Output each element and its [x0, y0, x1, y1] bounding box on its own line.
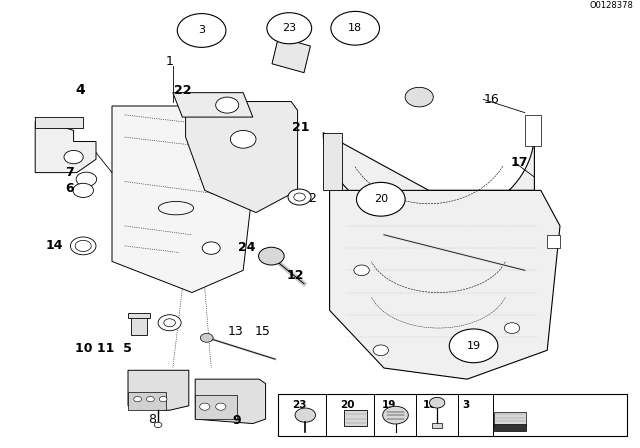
Text: 8: 8: [148, 413, 156, 426]
Circle shape: [267, 13, 312, 44]
Circle shape: [200, 403, 210, 410]
Text: 17: 17: [511, 156, 529, 169]
Text: 18: 18: [348, 23, 362, 33]
Circle shape: [216, 97, 239, 113]
Polygon shape: [112, 106, 256, 293]
Text: 23: 23: [282, 23, 296, 33]
Text: 12: 12: [287, 269, 305, 282]
Bar: [35, 117, 83, 128]
Polygon shape: [525, 115, 541, 146]
Polygon shape: [173, 93, 253, 117]
Text: 20: 20: [340, 401, 355, 410]
Circle shape: [158, 315, 181, 331]
Circle shape: [449, 329, 498, 363]
Text: 7: 7: [65, 166, 74, 179]
Circle shape: [405, 87, 433, 107]
Circle shape: [216, 403, 226, 410]
Circle shape: [295, 408, 316, 422]
Circle shape: [134, 396, 141, 402]
Circle shape: [504, 323, 520, 333]
Polygon shape: [272, 37, 310, 73]
Circle shape: [230, 130, 256, 148]
Circle shape: [64, 151, 83, 164]
Circle shape: [331, 11, 380, 45]
Bar: [131, 315, 147, 335]
Text: 21: 21: [292, 121, 310, 134]
Circle shape: [373, 345, 388, 356]
Circle shape: [154, 422, 162, 427]
Polygon shape: [186, 102, 298, 213]
Circle shape: [429, 397, 445, 408]
Text: 20: 20: [374, 194, 388, 204]
Circle shape: [177, 13, 226, 47]
Bar: [494, 424, 526, 431]
Polygon shape: [323, 133, 534, 221]
Circle shape: [200, 333, 213, 342]
Text: 23: 23: [292, 401, 307, 410]
Bar: [195, 395, 237, 419]
Bar: [128, 313, 150, 318]
Text: 4: 4: [75, 83, 85, 97]
Text: 19: 19: [382, 401, 396, 410]
Text: 10 11  5: 10 11 5: [76, 341, 132, 354]
Text: 9: 9: [232, 414, 241, 427]
Circle shape: [356, 182, 405, 216]
Circle shape: [76, 172, 97, 186]
Text: O0128378: O0128378: [589, 1, 634, 10]
Polygon shape: [35, 121, 96, 172]
Bar: [278, 394, 627, 436]
Text: 16: 16: [484, 93, 499, 106]
Text: 18: 18: [423, 401, 437, 410]
Circle shape: [294, 193, 305, 201]
Text: 13: 13: [228, 325, 243, 338]
Text: 1: 1: [166, 55, 173, 68]
Text: 2: 2: [308, 192, 316, 205]
Bar: [128, 392, 166, 410]
Bar: [494, 412, 526, 426]
Text: 14: 14: [45, 239, 63, 252]
Polygon shape: [323, 133, 342, 190]
Circle shape: [354, 265, 369, 276]
Polygon shape: [330, 190, 560, 379]
Polygon shape: [547, 235, 560, 248]
Text: 15: 15: [255, 325, 270, 338]
Text: 24: 24: [237, 241, 255, 254]
Bar: [344, 410, 367, 426]
Circle shape: [259, 247, 284, 265]
Circle shape: [383, 406, 408, 424]
Circle shape: [288, 189, 311, 205]
Polygon shape: [195, 379, 266, 423]
Text: 3: 3: [462, 401, 470, 410]
Polygon shape: [128, 370, 189, 410]
Text: 3: 3: [198, 26, 205, 35]
Circle shape: [159, 396, 167, 402]
Circle shape: [73, 183, 93, 198]
Circle shape: [147, 396, 154, 402]
Bar: [432, 423, 442, 427]
Circle shape: [164, 319, 175, 327]
Text: 22: 22: [173, 84, 191, 97]
Text: 19: 19: [467, 341, 481, 351]
Circle shape: [202, 242, 220, 254]
Text: 6: 6: [65, 181, 74, 195]
